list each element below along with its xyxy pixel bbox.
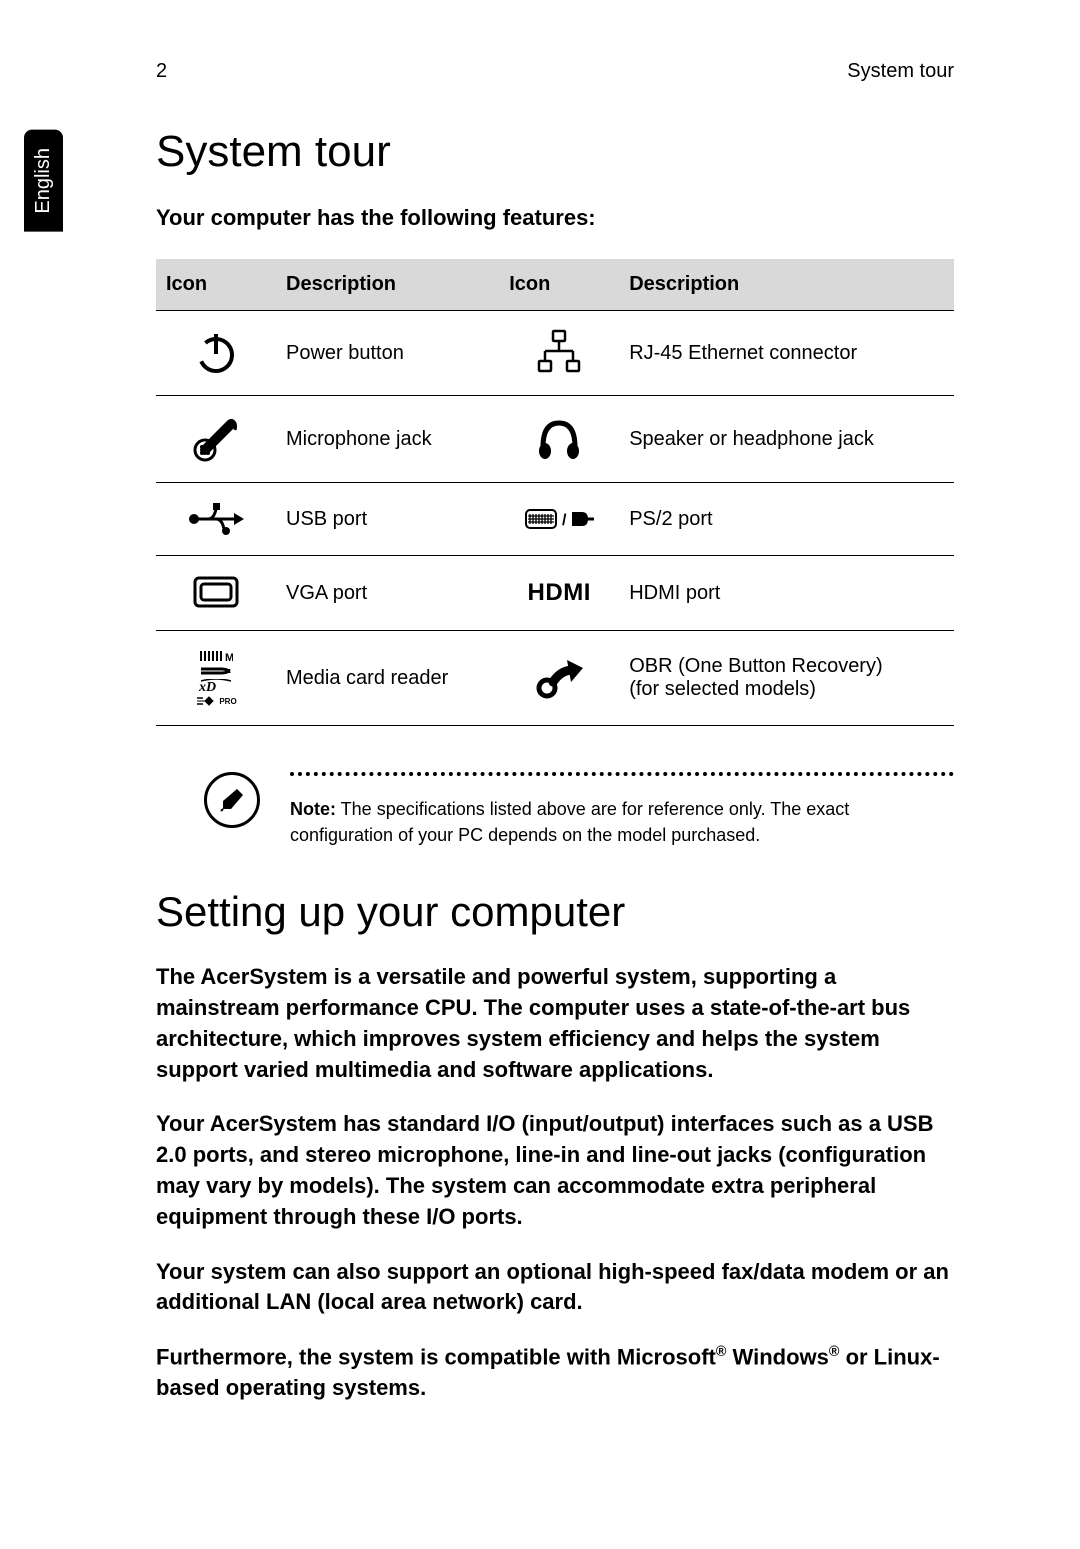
language-tab: English xyxy=(24,130,63,232)
desc-usb: USB port xyxy=(276,483,499,556)
desc-mic: Microphone jack xyxy=(276,396,499,483)
media-card-icon: M xD PRO xyxy=(156,631,276,726)
running-title: System tour xyxy=(847,60,954,83)
note-icon xyxy=(204,772,260,828)
ps2-icon: / xyxy=(499,483,619,556)
section2-p1: The AcerSystem is a versatile and powerf… xyxy=(156,962,954,1085)
svg-text:M: M xyxy=(225,652,233,663)
note-block: Note: The specifications listed above ar… xyxy=(156,772,954,848)
ethernet-icon xyxy=(499,311,619,396)
svg-text:xD: xD xyxy=(199,680,216,693)
desc-obr: OBR (One Button Recovery) (for selected … xyxy=(619,631,954,726)
section1-title: System tour xyxy=(156,127,954,177)
desc-vga: VGA port xyxy=(276,556,499,631)
hdmi-label: HDMI xyxy=(528,579,591,606)
desc-media: Media card reader xyxy=(276,631,499,726)
section2-p3: Your system can also support an optional… xyxy=(156,1257,954,1319)
table-row: Microphone jack Speaker or headphone jac… xyxy=(156,396,954,483)
page-content: 2 System tour System tour Your computer … xyxy=(0,0,1080,1488)
desc-ethernet: RJ-45 Ethernet connector xyxy=(619,311,954,396)
section2-p2: Your AcerSystem has standard I/O (input/… xyxy=(156,1109,954,1232)
th-icon-left: Icon xyxy=(156,259,276,311)
pro-label: PRO xyxy=(219,697,236,706)
section2-title: Setting up your computer xyxy=(156,888,954,936)
page-number: 2 xyxy=(156,60,167,83)
table-row: USB port / PS/2 port xyxy=(156,483,954,556)
desc-power: Power button xyxy=(276,311,499,396)
th-desc-left: Description xyxy=(276,259,499,311)
hdmi-icon: HDMI xyxy=(499,556,619,631)
note-text: Note: The specifications listed above ar… xyxy=(290,796,954,848)
power-icon xyxy=(156,311,276,396)
svg-text:/: / xyxy=(562,512,567,529)
note-divider xyxy=(290,772,954,776)
table-row: Power button RJ-45 Ethernet connector xyxy=(156,311,954,396)
section2-p4: Furthermore, the system is compatible wi… xyxy=(156,1342,954,1404)
usb-icon xyxy=(156,483,276,556)
obr-icon xyxy=(499,631,619,726)
desc-hdmi: HDMI port xyxy=(619,556,954,631)
features-table: Icon Description Icon Description Power … xyxy=(156,259,954,726)
headphone-icon xyxy=(499,396,619,483)
table-row: M xD PRO Media card reader OBR (One Butt… xyxy=(156,631,954,726)
desc-ps2: PS/2 port xyxy=(619,483,954,556)
th-desc-right: Description xyxy=(619,259,954,311)
th-icon-right: Icon xyxy=(499,259,619,311)
desc-headphone: Speaker or headphone jack xyxy=(619,396,954,483)
vga-icon xyxy=(156,556,276,631)
running-header: 2 System tour xyxy=(156,60,954,83)
microphone-icon xyxy=(156,396,276,483)
table-row: VGA port HDMI HDMI port xyxy=(156,556,954,631)
section1-intro: Your computer has the following features… xyxy=(156,205,954,231)
